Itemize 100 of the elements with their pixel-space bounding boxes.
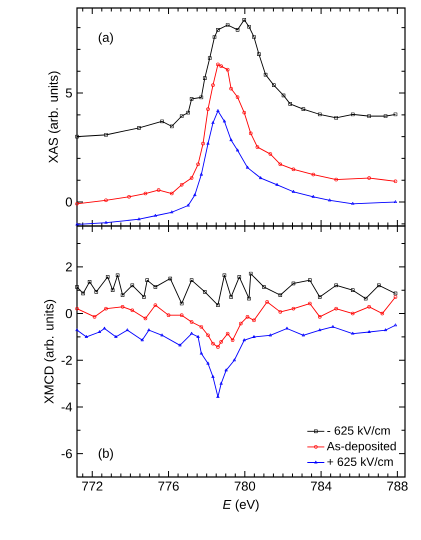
point: [285, 326, 289, 330]
point: [246, 315, 250, 319]
point: [208, 56, 212, 60]
x-tick-label: 788: [387, 482, 408, 491]
point: [114, 335, 118, 338]
point: [180, 302, 184, 306]
point: [292, 190, 296, 193]
point: [104, 220, 108, 224]
point: [201, 142, 205, 146]
point: [216, 395, 220, 398]
point: [160, 120, 164, 124]
point: [351, 202, 354, 205]
x-tick-label: 780: [234, 482, 256, 491]
point: [262, 285, 266, 289]
point: [186, 204, 190, 207]
point: [224, 368, 228, 372]
point: [137, 126, 141, 130]
point: [334, 284, 338, 288]
point: [206, 362, 210, 365]
point: [308, 278, 312, 282]
point: [145, 278, 149, 282]
point: [88, 280, 92, 284]
y-tick-label: 5: [66, 88, 72, 98]
x-tick-label: 772: [82, 482, 102, 491]
x-axis-title: E (eV): [222, 500, 259, 512]
point: [288, 102, 292, 106]
point: [302, 333, 305, 336]
point: [278, 162, 282, 166]
point: [257, 52, 261, 56]
point: [350, 288, 355, 292]
point: [367, 304, 371, 309]
point: [156, 188, 160, 192]
point: [236, 28, 240, 32]
point: [292, 168, 296, 172]
point: [127, 194, 131, 199]
point: [190, 278, 194, 282]
point: [98, 330, 102, 334]
point: [200, 96, 204, 100]
point: [211, 83, 215, 87]
point: [292, 282, 296, 286]
point: [331, 325, 335, 328]
point: [226, 23, 230, 27]
point: [154, 214, 157, 217]
point: [180, 114, 184, 118]
annotation: (a): [98, 32, 113, 45]
point: [216, 62, 220, 66]
point: [328, 198, 332, 202]
point: [200, 352, 203, 355]
point: [130, 308, 134, 312]
point: [268, 333, 272, 336]
point: [242, 18, 246, 22]
point: [168, 276, 172, 280]
point: [226, 68, 230, 72]
point: [311, 172, 316, 176]
point: [116, 273, 120, 278]
point: [377, 284, 381, 288]
y-tick-label: -4: [62, 402, 72, 412]
point: [364, 296, 368, 300]
point: [312, 194, 315, 198]
point: [229, 295, 233, 299]
point: [102, 326, 106, 330]
point: [226, 332, 230, 336]
point: [230, 338, 234, 342]
point: [94, 290, 98, 294]
point: [126, 328, 129, 332]
point: [334, 178, 338, 182]
point: [166, 313, 170, 317]
point: [236, 95, 240, 99]
point: [242, 110, 246, 114]
point: [180, 183, 184, 187]
point: [206, 107, 210, 111]
point: [211, 121, 215, 124]
point: [222, 273, 226, 278]
point: [144, 316, 148, 320]
point: [92, 315, 96, 319]
point: [104, 198, 108, 202]
point: [384, 114, 388, 118]
point: [318, 112, 322, 116]
y-axis-title: XAS (arb. units): [48, 72, 60, 164]
point: [222, 120, 226, 122]
point: [248, 272, 253, 276]
point: [216, 109, 220, 112]
legend-label: + 625 kV/cm: [327, 457, 393, 466]
point: [211, 342, 215, 346]
point: [196, 335, 200, 338]
point: [252, 318, 256, 322]
annotation: (b): [98, 448, 113, 460]
point: [202, 76, 207, 80]
point: [236, 148, 240, 152]
point: [120, 304, 124, 309]
point: [256, 145, 260, 149]
point: [142, 295, 146, 299]
point: [252, 335, 256, 338]
point: [334, 116, 338, 120]
point: [239, 322, 243, 326]
x-tick-label: 776: [158, 482, 179, 491]
point: [202, 290, 207, 294]
x-tick-label: 784: [310, 482, 332, 491]
point: [137, 217, 141, 220]
point: [200, 325, 204, 329]
